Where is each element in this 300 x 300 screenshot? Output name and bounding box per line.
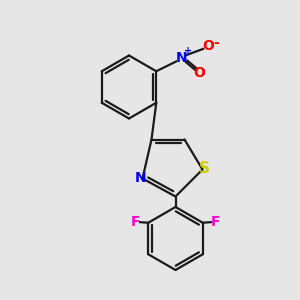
Text: -: - xyxy=(213,36,219,50)
Text: O: O xyxy=(202,40,214,53)
Text: +: + xyxy=(184,46,192,56)
Text: S: S xyxy=(199,160,209,175)
Text: O: O xyxy=(194,67,206,80)
Text: F: F xyxy=(211,215,220,229)
Text: F: F xyxy=(131,215,140,229)
Text: N: N xyxy=(176,52,187,65)
Text: N: N xyxy=(135,172,147,185)
